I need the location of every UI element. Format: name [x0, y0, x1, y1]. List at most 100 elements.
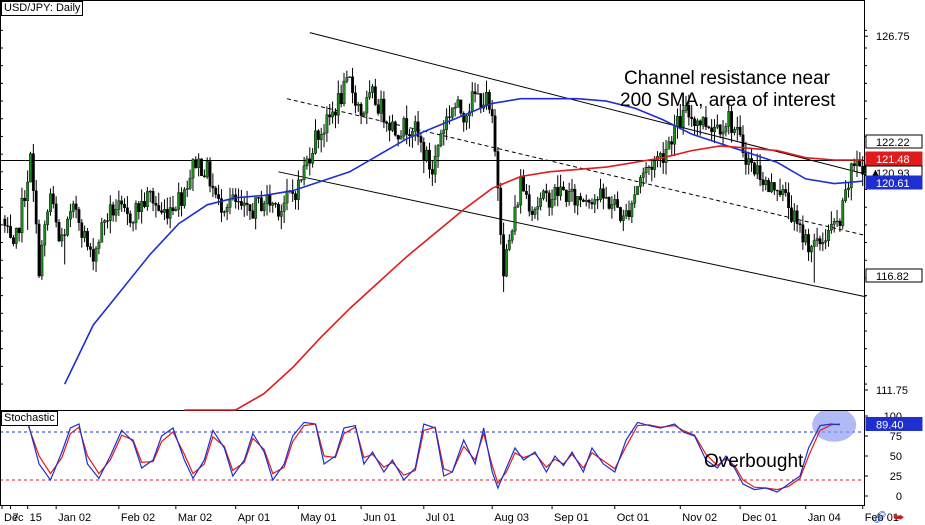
candle-body — [408, 134, 411, 137]
candle-body — [137, 203, 141, 212]
price-tag-sma-100 — [865, 175, 923, 190]
candle-body — [60, 234, 64, 242]
candle-body — [636, 186, 639, 195]
candle-body — [473, 91, 477, 95]
candle-body — [46, 211, 50, 225]
candle-body — [314, 130, 317, 154]
candle-body — [428, 149, 431, 170]
time-tick-label: Aug 03 — [494, 512, 529, 524]
time-tick-label: Feb 01 — [865, 512, 899, 524]
stoch-tick-label: 50 — [890, 451, 902, 463]
candle-body — [556, 187, 560, 196]
candle-body — [525, 191, 528, 195]
candle-body — [470, 91, 474, 112]
candle-body — [140, 201, 144, 212]
candle-body — [465, 115, 468, 123]
candle-body — [302, 165, 306, 180]
candle-body — [29, 153, 32, 183]
candle-body — [311, 153, 315, 164]
candle-body — [265, 195, 269, 204]
time-tick-label: 7 — [13, 512, 19, 524]
candle-body — [254, 197, 258, 219]
candle-body — [151, 191, 155, 204]
candle-body — [379, 98, 383, 114]
stoch-value-tag — [865, 416, 923, 431]
candle-body — [251, 210, 255, 219]
candle-body — [573, 188, 577, 206]
candle-body — [393, 121, 397, 136]
candle-body — [601, 188, 605, 199]
candle-body — [861, 166, 865, 175]
candle-body — [131, 222, 135, 224]
candle-body — [239, 201, 243, 206]
candle-body — [453, 107, 457, 109]
candle-body — [14, 227, 18, 244]
candle-body — [590, 202, 594, 205]
candle-body — [365, 97, 369, 114]
candle-body — [678, 116, 682, 128]
candle-body — [6, 225, 10, 227]
link-icon[interactable]: 🔗︎ — [872, 510, 888, 524]
plot-frame — [0, 0, 865, 506]
candle-body — [542, 190, 545, 199]
candle-body — [456, 99, 460, 108]
candle-body — [815, 238, 819, 241]
time-tick-label: Oct 01 — [617, 512, 649, 524]
candle-body — [282, 202, 286, 212]
channel-middle-line — [286, 98, 866, 236]
candle-body — [758, 165, 762, 180]
candle-body — [436, 145, 440, 157]
candle-body — [490, 109, 494, 117]
candle-body — [222, 211, 226, 213]
candle-body — [721, 131, 725, 135]
stoch-value-label: 89.40 — [876, 419, 904, 431]
candle-body — [735, 126, 739, 130]
candle-body — [847, 187, 850, 190]
candle-body — [627, 210, 631, 217]
candle-body — [832, 220, 836, 225]
candle-body — [693, 118, 696, 127]
candle-body — [245, 202, 249, 205]
stochastic-panel[interactable] — [0, 408, 864, 493]
price-tag-sma-200 — [865, 151, 923, 166]
candle-body — [94, 248, 98, 262]
candle-body — [319, 134, 323, 140]
candle-body — [476, 93, 480, 95]
candle-body — [305, 158, 309, 167]
candle-body — [755, 165, 759, 175]
candle-body — [214, 187, 218, 195]
candle-body — [647, 166, 651, 169]
candle-body — [51, 193, 55, 205]
candle-body — [291, 191, 295, 194]
candle-body — [411, 131, 414, 137]
candle-body — [516, 204, 520, 208]
candle-body — [564, 189, 568, 202]
candle-body — [123, 204, 126, 208]
candle-body — [539, 198, 543, 207]
candle-body — [120, 200, 124, 205]
candle-body — [248, 204, 252, 212]
candle-body — [750, 158, 753, 163]
candle-body — [738, 126, 742, 136]
red-arrow-icon[interactable]: ⮩ — [893, 510, 905, 524]
time-tick-label: Jul 01 — [426, 512, 455, 524]
stoch-tick-label: 0 — [896, 491, 902, 503]
candle-body — [180, 192, 183, 206]
candle-body — [134, 203, 138, 223]
candle-body — [157, 205, 161, 211]
candle-body — [767, 180, 771, 193]
candle-body — [182, 189, 186, 206]
price-panel[interactable] — [0, 32, 867, 411]
candle-body — [334, 111, 337, 116]
candle-body — [200, 158, 203, 177]
overbought-annotation: Overbought — [704, 451, 804, 472]
candle-body — [707, 126, 711, 129]
candle-body — [587, 199, 591, 203]
candle-body — [502, 234, 505, 277]
candle-body — [71, 203, 75, 212]
candle-body — [405, 118, 409, 135]
candle-body — [83, 231, 87, 238]
candle-body — [165, 209, 169, 219]
candle-body — [778, 190, 782, 195]
candle-body — [37, 223, 41, 277]
